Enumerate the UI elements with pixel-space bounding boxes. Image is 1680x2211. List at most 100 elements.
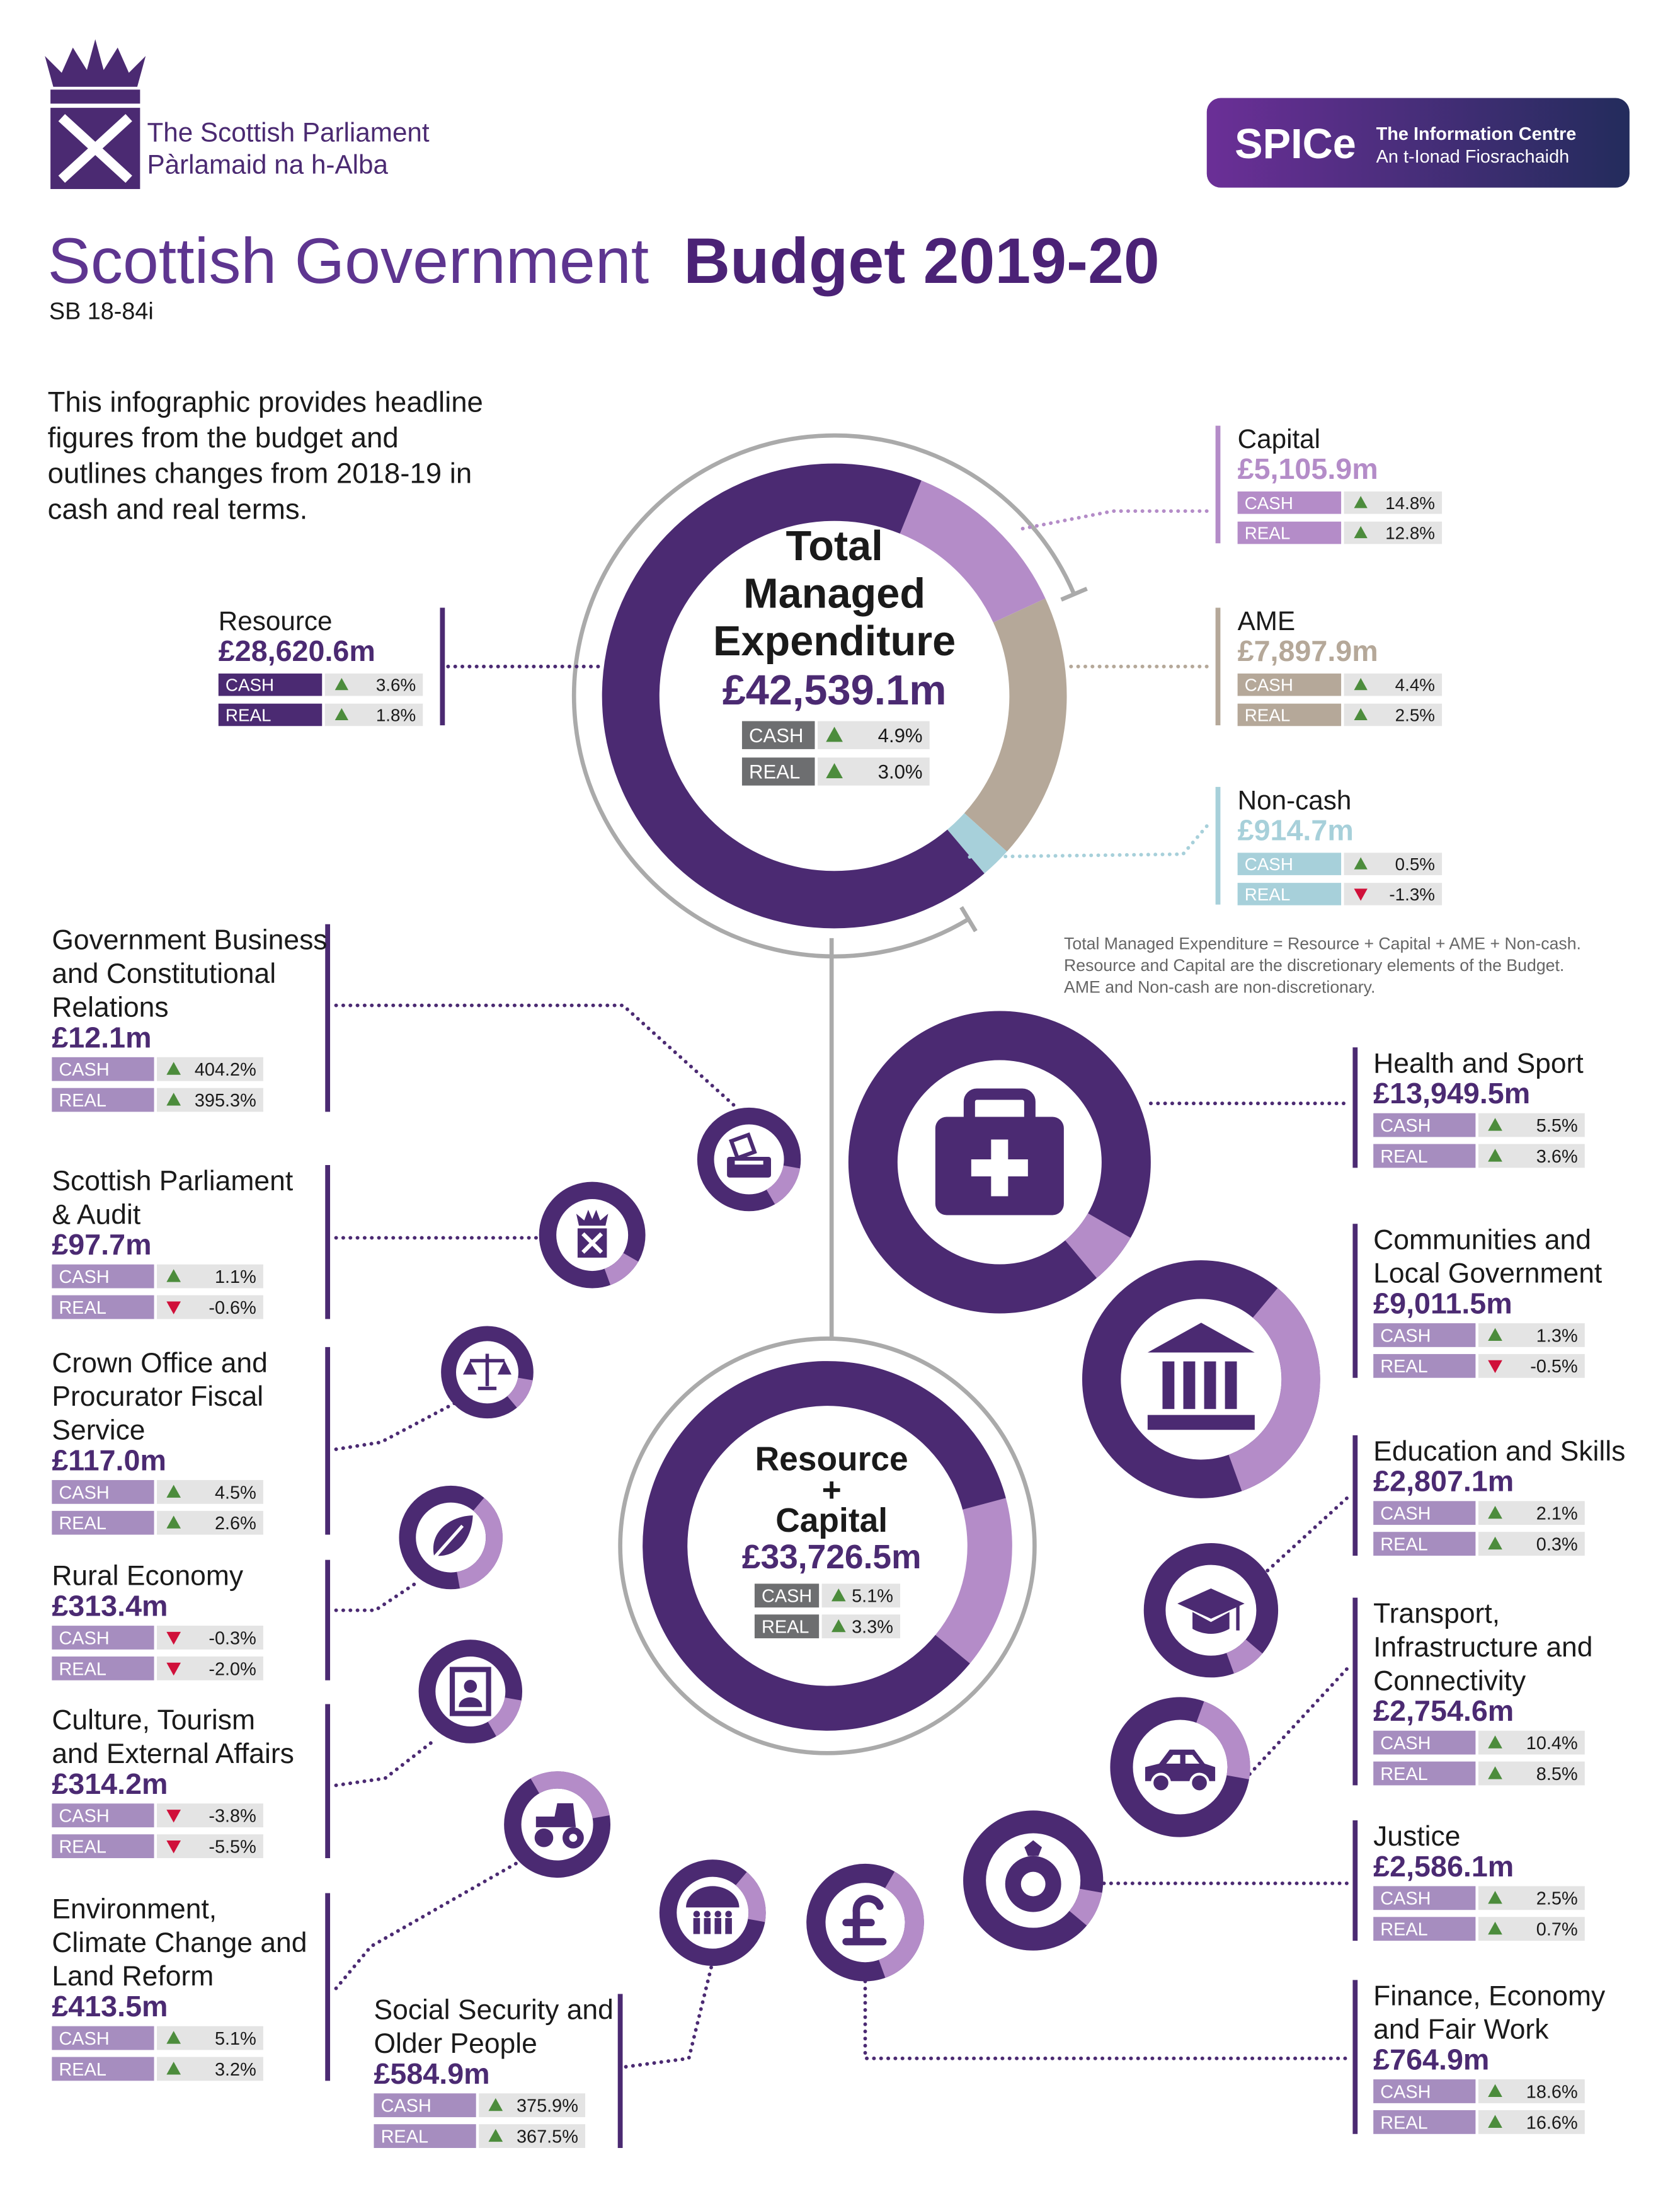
portfolio-name: Infrastructure and	[1373, 1632, 1592, 1663]
portfolio-amount: £313.4m	[52, 1590, 168, 1622]
portfolio-name: Culture, Tourism	[52, 1705, 255, 1736]
icon-ring-accent	[1196, 1701, 1250, 1779]
connector	[334, 1860, 520, 1990]
portfolio-icon	[806, 1863, 924, 1982]
change-value: 1.8%	[376, 705, 416, 725]
icon-shape	[1177, 1588, 1245, 1619]
portfolio-name: Service	[52, 1415, 145, 1446]
change-value: 2.5%	[1395, 705, 1435, 725]
portfolio-name: Finance, Economy	[1373, 1980, 1606, 2011]
arrow-down	[166, 1301, 181, 1314]
change-value: 2.5%	[1536, 1889, 1578, 1909]
arrow-up	[1354, 678, 1368, 691]
change-kind: CASH	[59, 1060, 109, 1080]
change-value: 3.3%	[852, 1617, 893, 1638]
arrow-up	[334, 708, 349, 721]
intro-text: cash and real terms.	[48, 493, 308, 525]
change-value: 16.6%	[1526, 2113, 1578, 2133]
icon-shape	[704, 1910, 711, 1918]
portfolio-name: & Audit	[52, 1199, 140, 1230]
change-label-box	[52, 1656, 154, 1680]
portfolio-name: Land Reform	[52, 1961, 214, 1992]
icon-ring-accent	[506, 1377, 533, 1408]
icon-shape	[1147, 1323, 1255, 1353]
change-value: 10.4%	[1526, 1733, 1578, 1754]
change-kind: REAL	[1380, 1920, 1427, 1940]
arrow-down	[166, 1810, 181, 1823]
title-bold: Budget 2019-20	[683, 224, 1160, 297]
change-label-box	[1237, 883, 1342, 905]
icon-shape	[1020, 1871, 1046, 1897]
portfolio-name: Government Business	[52, 925, 327, 956]
change-label-box	[1373, 1144, 1476, 1168]
icon-ring-accent	[735, 1871, 766, 1922]
connector	[334, 1738, 436, 1788]
icon-ring-accent	[878, 1871, 924, 1978]
connector	[334, 1003, 737, 1108]
change-label-box	[741, 721, 815, 749]
change-kind: REAL	[749, 761, 800, 783]
change-value: 367.5%	[517, 2127, 578, 2147]
change-value: 5.1%	[215, 2029, 256, 2049]
arrow-up	[1488, 1766, 1502, 1779]
connector	[863, 1979, 1349, 2060]
change-kind: CASH	[1380, 1733, 1431, 1754]
connector	[1265, 1496, 1349, 1573]
arrow-up	[1488, 1735, 1502, 1749]
portfolio-icon	[1143, 1542, 1279, 1678]
change-label-box	[52, 1803, 154, 1828]
icon-shape	[569, 1834, 578, 1842]
change-kind: CASH	[59, 1628, 109, 1648]
portfolio-amount: £9,011.5m	[1373, 1287, 1512, 1320]
icon-shape	[1150, 1772, 1171, 1793]
icon-ring-accent	[456, 1498, 503, 1589]
arrow-up	[334, 678, 349, 691]
change-kind: REAL	[59, 1298, 106, 1318]
arrow-up	[166, 1062, 181, 1075]
change-label-box	[1373, 1113, 1476, 1137]
change-value: 18.6%	[1526, 2082, 1578, 2102]
connector	[334, 1580, 420, 1612]
component-amount: £5,105.9m	[1238, 452, 1378, 485]
portfolio-icon	[1082, 1260, 1320, 1498]
icon-shape	[727, 1156, 771, 1178]
component-amount: £7,897.9m	[1238, 635, 1378, 667]
portfolio-amount: £12.1m	[52, 1021, 151, 1054]
intro-text: outlines changes from 2018-19 in	[48, 457, 472, 490]
portfolio-amount: £117.0m	[52, 1444, 166, 1476]
change-value: 8.5%	[1536, 1764, 1578, 1784]
change-kind: CASH	[59, 1267, 109, 1287]
component-name: AME	[1238, 606, 1296, 636]
change-kind: REAL	[1245, 524, 1291, 543]
change-label-box	[1237, 703, 1342, 726]
icon-shape	[464, 1680, 477, 1693]
donut-title: Expenditure	[713, 618, 956, 665]
donut-amount: £42,539.1m	[723, 667, 947, 714]
change-value: 1.3%	[1536, 1326, 1578, 1346]
note-text: Total Managed Expenditure = Resource + C…	[1064, 934, 1581, 953]
change-kind: CASH	[1380, 1889, 1431, 1909]
arrow-up	[166, 1269, 181, 1282]
portfolio-name: Relations	[52, 992, 168, 1023]
icon-shape	[714, 1918, 721, 1934]
change-kind: REAL	[1380, 1357, 1427, 1377]
portfolio-icon	[539, 1181, 646, 1289]
portfolio-name: Local Government	[1373, 1258, 1603, 1289]
donut-amount: £33,726.5m	[742, 1539, 922, 1576]
component-name: Non-cash	[1238, 785, 1352, 815]
change-kind: REAL	[226, 705, 271, 725]
change-kind: CASH	[1380, 2082, 1431, 2102]
change-kind: REAL	[762, 1617, 809, 1638]
change-kind: CASH	[1380, 1504, 1431, 1524]
change-value: 3.0%	[878, 761, 923, 783]
change-label-box	[1237, 521, 1342, 544]
change-value: 3.6%	[1536, 1147, 1578, 1167]
donut-title: Resource	[755, 1440, 908, 1478]
intro-text: figures from the budget and	[48, 422, 399, 454]
icon-shape	[728, 1132, 757, 1161]
arrow-up	[488, 2098, 503, 2111]
change-label-box	[52, 1834, 154, 1858]
change-label-box	[1373, 1323, 1476, 1347]
change-value: -0.6%	[209, 1298, 256, 1318]
